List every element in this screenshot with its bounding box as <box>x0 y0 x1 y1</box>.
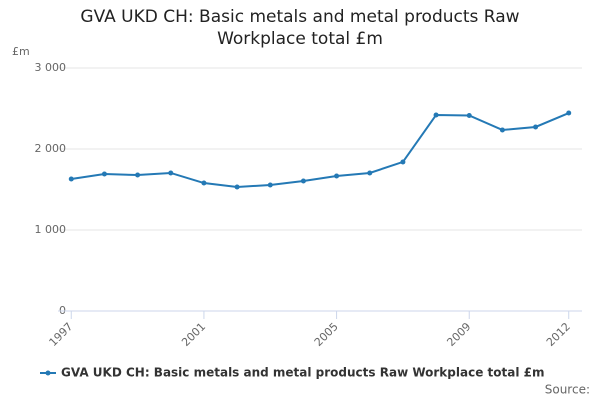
data-point <box>168 170 174 176</box>
y-axis-label: £m <box>12 45 30 58</box>
y-tick-label: 3 000 <box>35 61 67 74</box>
source: Source: <box>545 383 590 397</box>
data-point <box>533 124 539 130</box>
data-point <box>499 127 505 133</box>
data-point <box>367 170 373 176</box>
data-point <box>68 176 74 182</box>
y-tick-label: 1 000 <box>35 223 67 236</box>
data-point <box>433 112 439 118</box>
y-tick-label: 2 000 <box>35 142 67 155</box>
data-point <box>234 184 240 190</box>
data-point <box>267 182 273 188</box>
x-tick-label: 1997 <box>47 320 76 349</box>
data-point <box>566 110 572 116</box>
x-tick-label: 2012 <box>544 320 573 349</box>
data-point <box>201 180 207 186</box>
chart-title: GVA UKD CH: Basic metals and metal produ… <box>80 7 520 49</box>
legend-marker <box>45 370 51 376</box>
data-point <box>400 159 406 165</box>
x-tick-label: 2009 <box>444 320 473 349</box>
data-point <box>135 172 141 178</box>
data-point <box>334 173 340 179</box>
x-tick-label: 2005 <box>312 320 341 349</box>
data-point <box>300 178 306 184</box>
legend-label: GVA UKD CH: Basic metals and metal produ… <box>61 366 544 380</box>
data-point <box>466 112 472 118</box>
x-tick-label: 2001 <box>179 320 208 349</box>
data-point <box>101 171 107 177</box>
data-line <box>71 112 570 188</box>
